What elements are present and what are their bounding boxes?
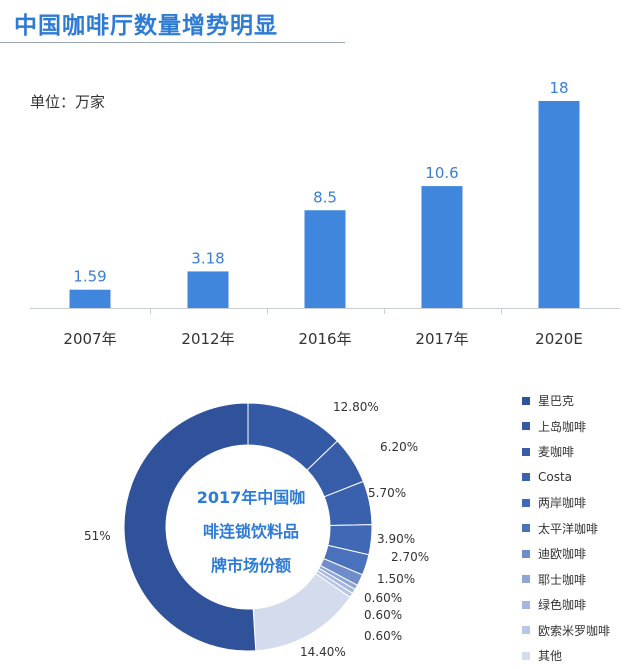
page-title: 中国咖啡厅数量增势明显	[14, 13, 278, 39]
slice-label: 0.60%	[364, 629, 402, 643]
bar-chart: 1.59 2007年 3.18 2012年 8.5 2016年 10.6 2017年 18 202…	[30, 79, 620, 348]
bar	[69, 289, 111, 308]
title-divider	[0, 42, 345, 43]
legend-swatch	[522, 498, 530, 507]
x-tick-label: 2016年	[298, 330, 351, 348]
bar-value-label: 18	[549, 79, 568, 97]
donut-center-line: 啡连锁饮料品	[202, 522, 299, 541]
donut-legend: 星巴克上岛咖啡麦咖啡 Costa 两岸咖啡太平洋咖啡迪欧咖啡耶士咖啡绿色咖啡欧索米罗…	[522, 388, 610, 669]
x-tick-label: 2017年	[415, 330, 468, 348]
legend-label: 星巴克	[538, 394, 575, 409]
legend-label: 上岛咖啡	[538, 419, 587, 434]
legend-item: 星巴克	[522, 388, 610, 414]
slice-label: 3.90%	[377, 532, 415, 546]
slice-label: 6.20%	[380, 440, 418, 454]
legend-swatch	[522, 447, 530, 456]
legend-swatch	[522, 422, 530, 431]
slice-label: 51%	[84, 529, 111, 543]
slice-label: 12.80%	[333, 400, 379, 414]
legend-label: 其他	[538, 649, 563, 664]
legend-swatch	[522, 396, 530, 405]
bar	[304, 210, 346, 308]
x-tick-label: 2007年	[63, 330, 116, 348]
legend-label: 太平洋咖啡	[538, 521, 599, 536]
slice-label: 1.50%	[377, 572, 415, 586]
legend-label: 欧索米罗咖啡	[538, 623, 611, 638]
legend-label: 两岸咖啡	[538, 496, 587, 511]
legend-label: 绿色咖啡	[538, 598, 587, 613]
slice-label: 5.70%	[368, 486, 406, 500]
slice-label: 0.60%	[364, 608, 402, 622]
bar	[421, 186, 463, 308]
legend-swatch	[522, 600, 530, 609]
legend-swatch	[522, 524, 530, 533]
legend-item: 迪欧咖啡	[522, 541, 610, 567]
legend-item: 欧索米罗咖啡	[522, 618, 610, 644]
donut-center-line: 牌市场份额	[210, 556, 291, 575]
slice-label: 0.60%	[364, 591, 402, 605]
legend-label: 耶士咖啡	[538, 572, 587, 587]
legend-item: 其他	[522, 643, 610, 669]
bar	[538, 101, 580, 308]
legend-label: Costa	[538, 470, 573, 485]
donut-slice	[123, 402, 257, 652]
bar-value-label: 1.59	[73, 268, 106, 286]
x-tick-label: 2012年	[181, 330, 234, 348]
legend-item: 麦咖啡	[522, 439, 610, 465]
donut-center-title: 2017年中国咖 啡连锁饮料品 牌市场份额	[176, 481, 326, 583]
bar-value-label: 10.6	[425, 164, 458, 182]
legend-label: 麦咖啡	[538, 445, 575, 460]
unit-label: 单位：万家	[30, 93, 106, 111]
donut-center-line: 2017年中国咖	[196, 488, 306, 507]
legend-item: 耶士咖啡	[522, 567, 610, 593]
legend-label: 迪欧咖啡	[538, 547, 587, 562]
bar-value-label: 8.5	[313, 188, 337, 206]
legend-item: 绿色咖啡	[522, 592, 610, 618]
legend-swatch	[522, 575, 530, 584]
legend-swatch	[522, 651, 530, 660]
legend-item: 两岸咖啡	[522, 490, 610, 516]
bar	[187, 271, 229, 308]
legend-swatch	[522, 473, 530, 482]
legend-swatch	[522, 549, 530, 558]
slice-label: 14.40%	[300, 645, 346, 659]
x-tick-label: 2020E	[535, 330, 583, 348]
legend-item: 太平洋咖啡	[522, 516, 610, 542]
legend-item: Costa	[522, 465, 610, 491]
legend-swatch	[522, 626, 530, 635]
slice-label: 2.70%	[391, 550, 429, 564]
legend-item: 上岛咖啡	[522, 414, 610, 440]
bar-value-label: 3.18	[191, 249, 224, 267]
